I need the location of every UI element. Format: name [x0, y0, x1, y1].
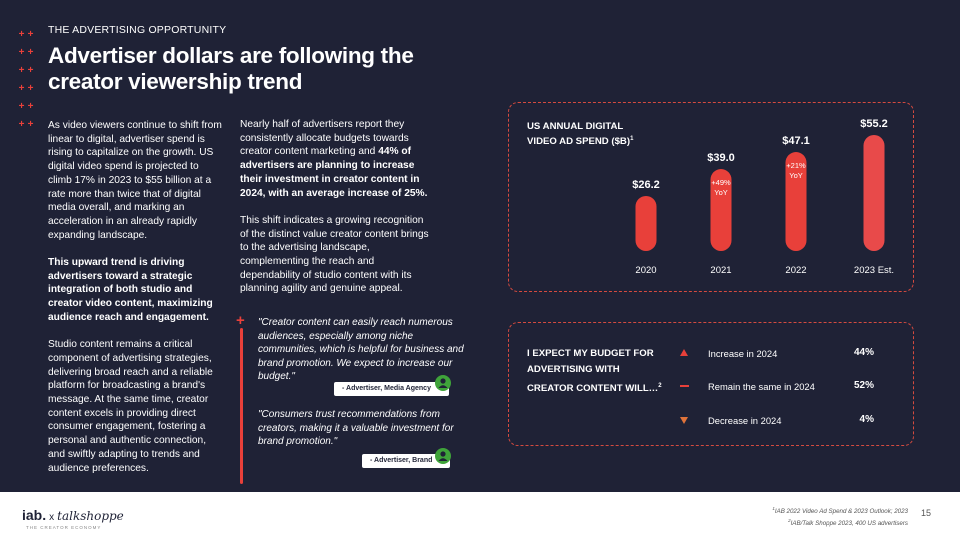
page-title: Advertiser dollars are following the cre…	[48, 43, 414, 94]
budget-row-value: 4%	[859, 414, 874, 425]
page-number: 15	[921, 508, 932, 518]
footnote-marker: 2	[658, 383, 662, 389]
quote-attribution: - Advertiser, Media Agency	[334, 382, 449, 396]
budget-row-same: Remain the same in 2024 52%	[680, 379, 880, 395]
budget-title-text: I EXPECT MY BUDGET FOR ADVERTISING WITH …	[527, 348, 659, 395]
person-icon	[435, 375, 451, 391]
budget-row-increase: Increase in 2024 44%	[680, 346, 880, 362]
footer	[0, 492, 960, 540]
budget-row-label: Remain the same in 2024	[708, 381, 815, 392]
quote-text: "Creator content can easily reach numero…	[258, 317, 464, 382]
chart-category-label: 2021	[710, 265, 731, 276]
budget-row-value: 44%	[853, 347, 874, 358]
plus-icon: +	[236, 312, 245, 329]
logo-subtitle: THE CREATOR ECONOMY	[26, 525, 102, 530]
paragraph-bold: This upward trend is driving advertisers…	[48, 257, 213, 323]
source-line: 1IAB 2022 Video Ad Spend & 2023 Outlook;…	[772, 504, 908, 516]
triangle-up-icon	[680, 348, 690, 358]
chart-annotation: +49%	[711, 178, 731, 187]
slide: + ++ ++ ++ ++ ++ + THE ADVERTISING OPPORTUNITY…	[18, 24, 914, 489]
chart-value-label: $47.1	[782, 135, 810, 147]
eyebrow-label: THE ADVERTISING OPPORTUNITY	[48, 24, 227, 36]
quote-attribution: - Advertiser, Brand	[362, 454, 451, 468]
chart-bar	[863, 135, 885, 251]
chart-annotation: YoY	[714, 188, 728, 197]
quote-bar	[240, 328, 243, 484]
iab-talkshoppe-logo: iab. x talkshoppe	[22, 507, 124, 523]
paragraph-highlight: 44% of advertisers are planning to incre…	[240, 146, 428, 199]
paragraph: Studio content remains a critical compon…	[48, 339, 213, 474]
source-text: IAB 2022 Video Ad Spend & 2023 Outlook; …	[774, 508, 908, 516]
chart-panel	[508, 102, 914, 292]
plus-pattern-icon: + ++ ++ ++ ++ ++ +	[18, 29, 34, 130]
dash-icon	[680, 381, 690, 391]
chart-value-label: $55.2	[860, 118, 888, 130]
footnote-marker: 1	[630, 136, 634, 142]
spend-bar-chart: $26.2 2020 $39.0 2021 $47.1 2022 $55.2 2023 Est…	[632, 118, 894, 276]
chart-annotation: +21%	[786, 161, 806, 170]
chart-value-label: $39.0	[707, 152, 735, 164]
source-text: IAB/Talk Shoppe 2023, 400 US advertisers	[790, 520, 908, 528]
triangle-down-icon	[680, 415, 690, 425]
logo-talkshoppe: talkshoppe	[57, 509, 124, 523]
chart-category-label: 2023 Est.	[854, 265, 894, 276]
budget-row-label: Increase in 2024	[708, 348, 778, 359]
logo-iab: iab.	[22, 507, 47, 523]
chart-title-text: US ANNUAL DIGITAL VIDEO AD SPEND ($B)	[527, 121, 631, 148]
footnote-marker: 1	[772, 506, 775, 511]
chart-value-label: $26.2	[632, 179, 660, 191]
budget-row-label: Decrease in 2024	[708, 415, 782, 426]
quotes-block: + "Creator content can easily reach nume…	[236, 312, 476, 484]
paragraph: Nearly half of advertisers report they c…	[240, 118, 430, 200]
column-left: As video viewers continue to shift from …	[48, 119, 224, 489]
quote-text: "Consumers trust recommendations from cr…	[258, 409, 454, 447]
chart-category-label: 2022	[785, 265, 806, 276]
person-icon	[435, 448, 451, 464]
chart-category-label: 2020	[635, 265, 656, 276]
paragraph: As video viewers continue to shift from …	[48, 120, 222, 241]
chart-bar	[635, 195, 657, 251]
budget-title: I EXPECT MY BUDGET FOR ADVERTISING WITH …	[527, 346, 667, 397]
column-middle: Nearly half of advertisers report they c…	[240, 118, 430, 310]
logo-x: x	[49, 512, 55, 523]
budget-row-value: 52%	[853, 380, 874, 391]
chart-title: US ANNUAL DIGITAL VIDEO AD SPEND ($B)1	[527, 120, 637, 148]
chart-annotation: YoY	[789, 171, 803, 180]
chart-bar	[785, 152, 807, 251]
source-line: 2IAB/Talk Shoppe 2023, 400 US advertiser…	[772, 516, 908, 528]
budget-panel	[508, 322, 914, 446]
paragraph: This shift indicates a growing recogniti…	[240, 214, 429, 295]
sources: 1IAB 2022 Video Ad Spend & 2023 Outlook;…	[772, 504, 908, 528]
chart-bar	[710, 169, 732, 251]
paragraph-text: Nearly half of advertisers report they c…	[240, 119, 409, 158]
budget-row-decrease: Decrease in 2024 4%	[680, 413, 880, 429]
footnote-marker: 2	[788, 518, 791, 524]
